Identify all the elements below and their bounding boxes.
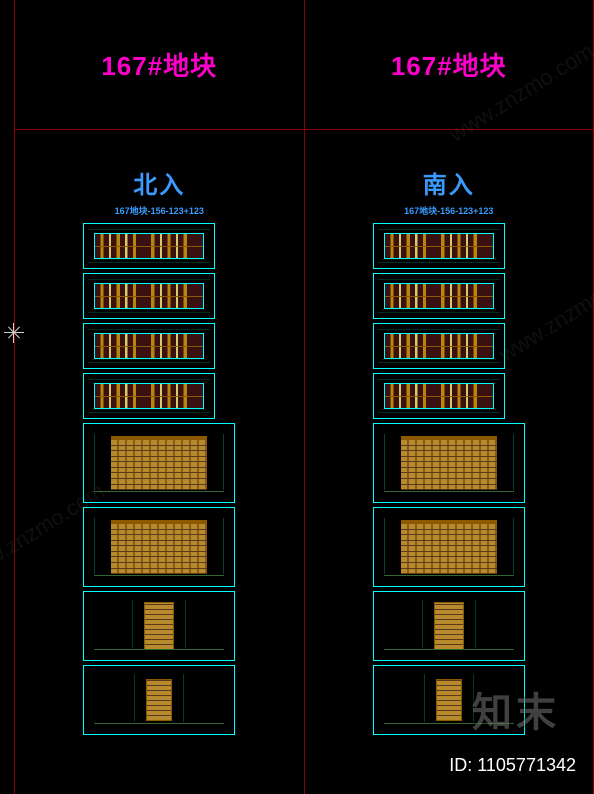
header-title-left: 167#地块	[101, 46, 217, 83]
cursor-crosshair-icon	[4, 323, 26, 345]
section-frame	[83, 591, 235, 661]
body-row: 北入 167地块-156-123+123	[15, 130, 593, 794]
section-frame	[373, 665, 525, 735]
column-sub-north: 167地块-156-123+123	[115, 204, 204, 217]
plan-frame	[83, 323, 215, 369]
plan-frame	[373, 373, 505, 419]
column-sub-south: 167地块-156-123+123	[404, 204, 493, 217]
plan-frame	[83, 373, 215, 419]
header-cell-left: 167#地块	[15, 0, 305, 129]
header-title-right: 167#地块	[391, 46, 507, 83]
column-south: 南入 167地块-156-123+123	[305, 130, 594, 794]
elevation-frame	[83, 423, 235, 503]
column-north: 北入 167地块-156-123+123	[15, 130, 305, 794]
elevation-frame	[373, 507, 525, 587]
elevation-frame	[83, 507, 235, 587]
plan-frame	[373, 223, 505, 269]
drawing-stack-south	[373, 223, 525, 739]
plan-frame	[83, 273, 215, 319]
plan-frame	[373, 323, 505, 369]
section-frame	[83, 665, 235, 735]
plan-frame	[83, 223, 215, 269]
column-label-south: 南入	[423, 165, 475, 200]
elevation-frame	[373, 423, 525, 503]
plan-frame	[373, 273, 505, 319]
column-label-north: 北入	[133, 165, 185, 200]
image-id-label: ID: 1105771342	[449, 755, 576, 776]
drawing-stack-north	[83, 223, 235, 739]
sheet-grid: 167#地块 167#地块 北入 167地块-156-123+123	[14, 0, 594, 794]
header-cell-right: 167#地块	[305, 0, 594, 129]
header-row: 167#地块 167#地块	[15, 0, 593, 130]
section-frame	[373, 591, 525, 661]
